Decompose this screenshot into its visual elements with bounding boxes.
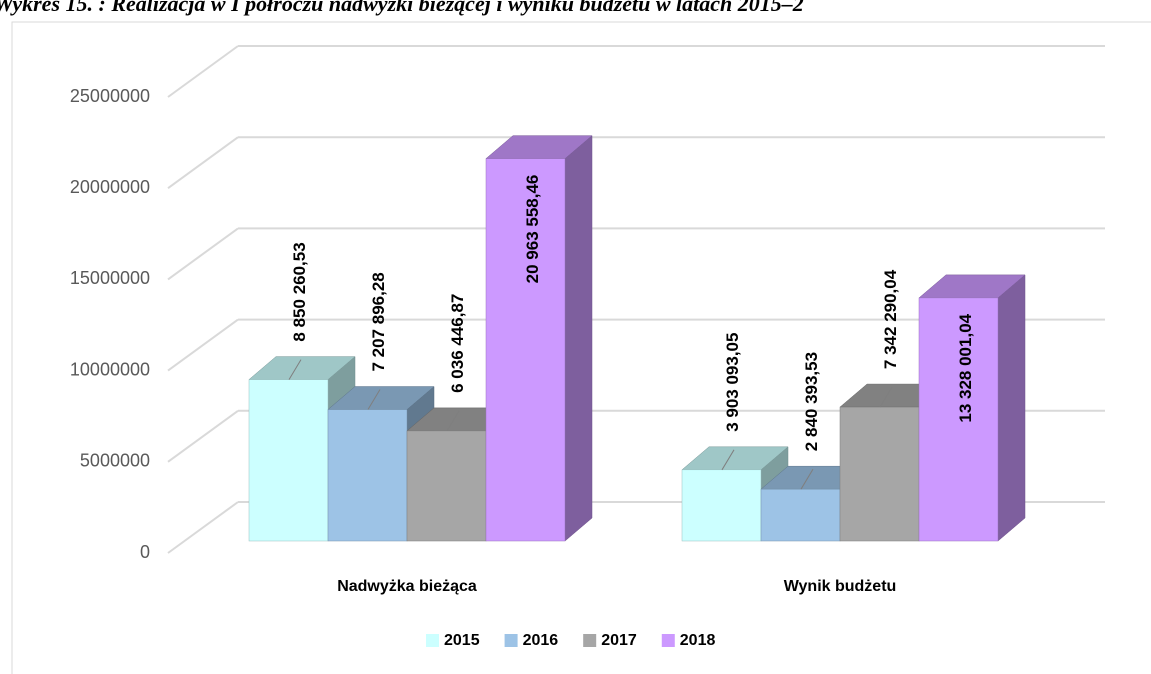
legend-label: 2016	[523, 632, 559, 649]
bar-side	[564, 135, 593, 542]
bar	[760, 488, 841, 542]
y-tick-label: 25000000	[70, 86, 150, 106]
bar	[918, 297, 999, 542]
data-label: 3 903 093,05	[723, 333, 742, 432]
legend-label: 2017	[601, 632, 637, 649]
data-label: 13 328 001,04	[956, 313, 975, 422]
bar	[248, 379, 329, 542]
data-label: 8 850 260,53	[290, 242, 309, 341]
data-label: 7 342 290,04	[881, 269, 900, 369]
grid-line-side	[167, 136, 239, 190]
y-tick-label: 10000000	[70, 359, 150, 379]
bar	[327, 409, 408, 542]
data-label: 2 840 393,53	[802, 352, 821, 451]
legend-label: 2018	[680, 632, 716, 649]
legend-swatch	[661, 634, 675, 647]
leader-line	[721, 449, 735, 471]
legend-swatch	[504, 634, 518, 647]
grid-line-side	[167, 318, 239, 372]
legend-swatch	[426, 634, 439, 647]
leader-line	[879, 386, 893, 408]
x-tick-label: Nadwyżka bieżąca	[337, 578, 477, 595]
leader-line	[800, 468, 814, 490]
bar	[839, 406, 920, 542]
bar-side	[997, 274, 1026, 542]
bar	[406, 430, 487, 542]
y-tick-label: 15000000	[70, 268, 150, 288]
chart-title: Wykres 15. : Realizacja w I półroczu nad…	[0, 0, 804, 16]
data-label: 20 963 558,46	[523, 175, 542, 284]
grid-line-side	[167, 501, 239, 554]
leader-line	[446, 410, 460, 432]
x-tick-label: Wynik budżetu	[784, 578, 897, 595]
bar	[485, 158, 566, 542]
y-tick-label: 0	[140, 542, 150, 562]
y-tick-label: 20000000	[70, 177, 150, 197]
bar	[681, 469, 762, 542]
leader-line	[288, 359, 302, 380]
grid-line-side	[167, 45, 239, 98]
legend-label: 2015	[444, 632, 480, 649]
leader-line	[367, 389, 381, 410]
grid-line-side	[167, 409, 239, 463]
legend-swatch	[583, 634, 597, 647]
chart-frame	[11, 21, 1151, 674]
grid-line-side	[167, 227, 239, 281]
y-tick-label: 5000000	[80, 451, 150, 471]
data-label: 6 036 446,87	[448, 294, 467, 393]
data-label: 7 207 896,28	[369, 272, 388, 371]
